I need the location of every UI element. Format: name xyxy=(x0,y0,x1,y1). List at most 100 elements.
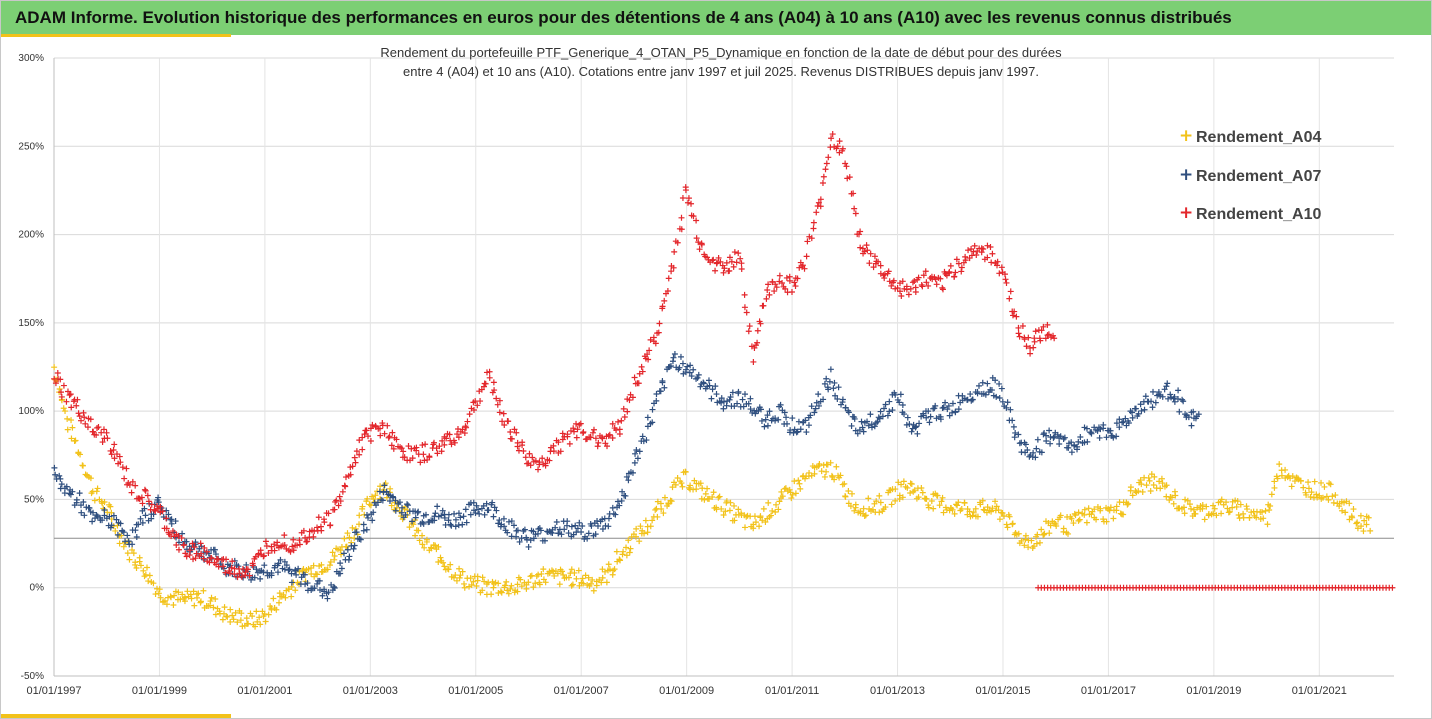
data-point xyxy=(175,546,182,553)
data-point xyxy=(936,502,943,509)
data-point xyxy=(352,525,359,532)
data-point xyxy=(726,396,733,403)
data-point xyxy=(1103,434,1110,441)
data-point xyxy=(1323,493,1330,500)
data-point xyxy=(599,516,606,523)
data-point xyxy=(858,418,865,425)
data-point xyxy=(420,451,427,458)
data-point xyxy=(359,434,366,441)
data-point xyxy=(897,391,904,398)
data-point xyxy=(1119,419,1126,426)
data-point xyxy=(915,494,922,501)
data-point xyxy=(939,494,946,501)
data-point xyxy=(626,549,633,556)
data-point xyxy=(229,612,236,619)
data-point xyxy=(1009,417,1016,424)
data-point xyxy=(605,523,612,530)
data-point xyxy=(517,576,524,583)
data-point xyxy=(1213,512,1220,519)
data-point xyxy=(107,503,114,510)
data-point xyxy=(144,492,151,499)
data-point xyxy=(522,454,529,461)
data-point xyxy=(553,518,560,525)
data-point xyxy=(815,391,822,398)
data-point xyxy=(799,262,806,269)
data-point xyxy=(825,154,832,161)
series-markers xyxy=(51,131,1396,630)
data-point xyxy=(68,435,75,442)
data-point xyxy=(684,199,691,206)
data-point xyxy=(638,363,645,370)
data-point xyxy=(1033,540,1040,547)
data-point xyxy=(1044,332,1051,339)
data-point xyxy=(1194,504,1201,511)
data-point xyxy=(735,506,742,513)
data-point xyxy=(644,529,651,536)
data-point xyxy=(536,581,543,588)
data-point xyxy=(616,502,623,509)
data-point xyxy=(1010,423,1017,430)
data-point xyxy=(281,532,288,539)
data-point xyxy=(1113,507,1120,514)
data-point xyxy=(696,246,703,253)
data-point xyxy=(632,450,639,457)
data-point xyxy=(930,505,937,512)
data-point xyxy=(1025,334,1032,341)
data-point xyxy=(851,507,858,514)
data-point xyxy=(834,143,841,150)
data-point xyxy=(1135,410,1142,417)
data-point xyxy=(337,570,344,577)
data-point xyxy=(388,442,395,449)
data-point xyxy=(1113,433,1120,440)
data-point xyxy=(972,505,979,512)
data-point xyxy=(360,521,367,528)
data-point xyxy=(731,502,738,509)
data-point xyxy=(1158,475,1165,482)
data-point xyxy=(1365,514,1372,521)
data-point xyxy=(789,491,796,498)
data-point xyxy=(636,370,643,377)
data-point xyxy=(128,489,135,496)
data-point xyxy=(304,580,311,587)
data-point xyxy=(114,531,121,538)
data-point xyxy=(201,544,208,551)
data-point xyxy=(463,519,470,526)
data-point xyxy=(374,499,381,506)
data-point xyxy=(709,386,716,393)
data-point xyxy=(505,418,512,425)
data-point xyxy=(252,623,259,630)
data-point xyxy=(609,435,616,442)
data-point xyxy=(738,266,745,273)
data-point xyxy=(474,573,481,580)
data-point xyxy=(68,417,75,424)
data-point xyxy=(409,518,416,525)
data-point xyxy=(674,239,681,246)
data-point xyxy=(946,268,953,275)
data-point xyxy=(276,599,283,606)
y-tick-label: 200% xyxy=(18,230,44,241)
data-point xyxy=(116,540,123,547)
data-point xyxy=(845,488,852,495)
data-point xyxy=(996,270,1003,277)
data-point xyxy=(973,251,980,258)
data-point xyxy=(565,574,572,581)
data-point xyxy=(283,562,290,569)
data-point xyxy=(491,504,498,511)
data-point xyxy=(193,591,200,598)
data-point xyxy=(243,615,250,622)
data-point xyxy=(456,574,463,581)
data-point xyxy=(988,387,995,394)
data-point xyxy=(1181,510,1188,517)
data-point xyxy=(256,614,263,621)
data-point xyxy=(244,566,251,573)
data-point xyxy=(923,414,930,421)
data-point xyxy=(988,508,995,515)
data-point xyxy=(1116,424,1123,431)
data-point xyxy=(848,422,855,429)
data-point xyxy=(526,450,533,457)
data-point xyxy=(863,242,870,249)
data-point xyxy=(1234,498,1241,505)
x-tick-label: 01/01/2017 xyxy=(1081,685,1136,697)
data-point xyxy=(877,262,884,269)
data-point xyxy=(716,493,723,500)
